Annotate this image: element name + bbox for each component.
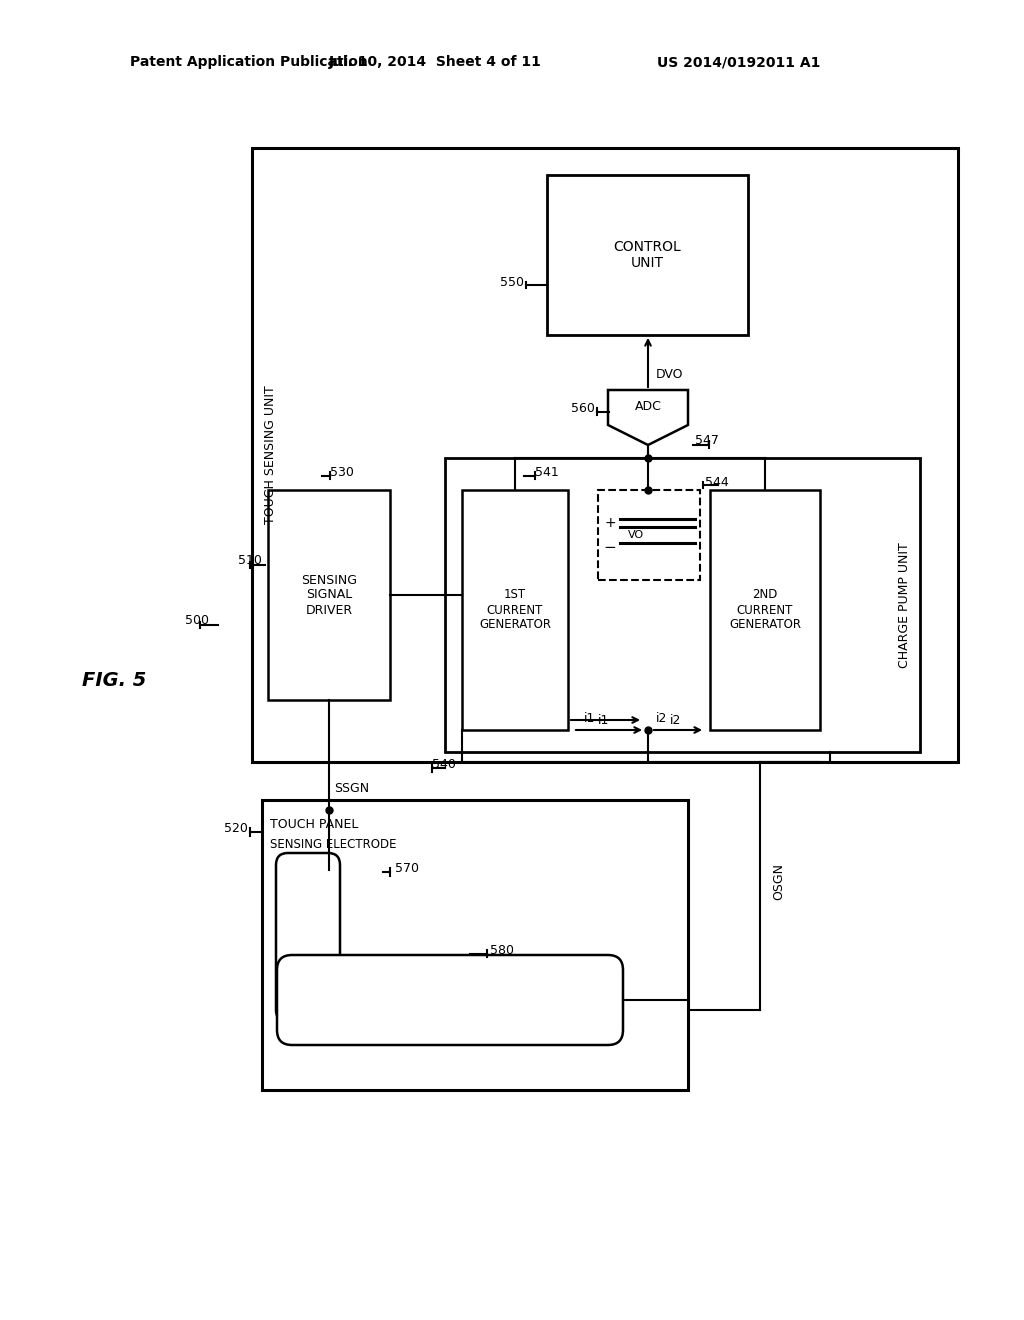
Text: 560: 560 <box>571 401 595 414</box>
Bar <box>268 490 390 700</box>
Text: 541: 541 <box>535 466 559 479</box>
Text: TOUCH SENSING UNIT: TOUCH SENSING UNIT <box>263 385 276 524</box>
Text: 544: 544 <box>705 475 729 488</box>
Text: CHARGE PUMP UNIT: CHARGE PUMP UNIT <box>898 543 911 668</box>
Bar <box>547 176 748 335</box>
Text: Patent Application Publication: Patent Application Publication <box>130 55 368 69</box>
Text: 500: 500 <box>185 614 209 627</box>
Text: +: + <box>604 516 615 531</box>
Text: 580: 580 <box>490 944 514 957</box>
Text: i2: i2 <box>656 711 668 725</box>
Bar <box>262 800 688 1090</box>
Text: 550: 550 <box>500 276 524 289</box>
Text: 547: 547 <box>695 433 719 446</box>
Bar <box>445 458 920 752</box>
Text: 570: 570 <box>395 862 419 874</box>
Text: 2ND
CURRENT
GENERATOR: 2ND CURRENT GENERATOR <box>729 589 801 631</box>
Text: FIG. 5: FIG. 5 <box>82 671 146 689</box>
Text: Jul. 10, 2014  Sheet 4 of 11: Jul. 10, 2014 Sheet 4 of 11 <box>329 55 542 69</box>
Text: OSGN: OSGN <box>772 862 785 899</box>
Text: TOUCH PANEL: TOUCH PANEL <box>270 818 358 832</box>
Text: 1ST
CURRENT
GENERATOR: 1ST CURRENT GENERATOR <box>479 589 551 631</box>
Text: US 2014/0192011 A1: US 2014/0192011 A1 <box>656 55 820 69</box>
Text: i2: i2 <box>670 714 681 726</box>
FancyBboxPatch shape <box>276 853 340 1022</box>
Text: ADC: ADC <box>635 400 662 413</box>
Polygon shape <box>608 389 688 445</box>
Text: SSGN: SSGN <box>334 781 369 795</box>
Text: 520: 520 <box>224 821 248 834</box>
Text: i1: i1 <box>584 711 595 725</box>
Text: CONTROL
UNIT: CONTROL UNIT <box>613 240 681 271</box>
Text: 530: 530 <box>330 466 354 479</box>
Text: 510: 510 <box>238 553 262 566</box>
Text: −: − <box>603 540 616 554</box>
Text: SENSING ELECTRODE: SENSING ELECTRODE <box>270 838 396 851</box>
Bar <box>252 148 958 762</box>
Text: VO: VO <box>628 531 644 540</box>
Text: 540: 540 <box>432 759 456 771</box>
Text: DVO: DVO <box>656 368 683 381</box>
Text: SENSING
SIGNAL
DRIVER: SENSING SIGNAL DRIVER <box>301 573 357 616</box>
FancyBboxPatch shape <box>278 954 623 1045</box>
Text: i1: i1 <box>598 714 609 726</box>
Bar <box>598 490 700 579</box>
Bar <box>710 490 820 730</box>
Bar <box>462 490 568 730</box>
